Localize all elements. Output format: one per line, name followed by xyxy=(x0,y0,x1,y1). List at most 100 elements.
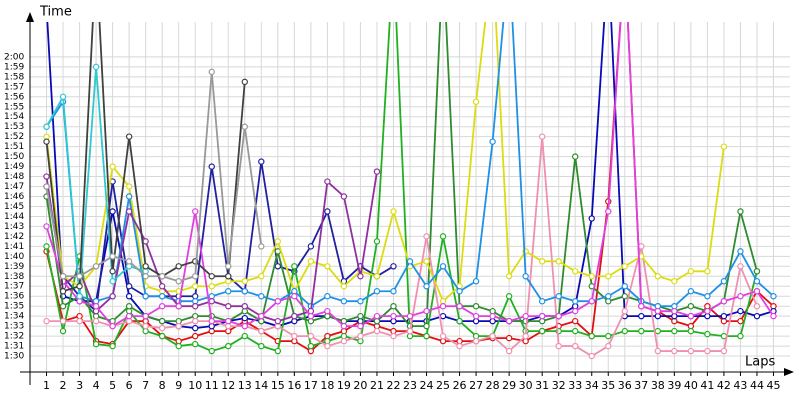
y-tick-label: 1:49 xyxy=(4,162,24,172)
lap-point xyxy=(538,133,546,140)
lap-point xyxy=(572,317,579,325)
lap-point xyxy=(671,278,678,285)
lap-point xyxy=(76,293,83,300)
lap-point xyxy=(76,273,83,280)
x-tick-label: 34 xyxy=(585,379,599,392)
x-tick-label: 23 xyxy=(403,379,417,392)
x-tick-label: 44 xyxy=(750,379,764,392)
lap-point xyxy=(373,273,381,280)
lap-point xyxy=(175,302,182,310)
lap-point xyxy=(241,322,248,330)
lap-point xyxy=(125,293,133,300)
lap-point xyxy=(43,123,50,130)
lap-point xyxy=(456,302,463,310)
lap-point xyxy=(654,347,662,355)
lap-point xyxy=(208,347,215,355)
x-tick-label: 12 xyxy=(221,379,235,392)
lap-point xyxy=(737,208,744,215)
lap-point xyxy=(59,93,67,100)
x-tick-label: 9 xyxy=(175,379,182,392)
lap-point xyxy=(142,312,149,320)
lap-point xyxy=(505,293,513,300)
lap-point xyxy=(357,273,364,280)
lap-point xyxy=(621,283,628,290)
lap-point xyxy=(588,298,595,305)
lap-point xyxy=(175,342,182,350)
lap-point xyxy=(373,288,381,295)
x-tick-label: 37 xyxy=(634,379,648,392)
lap-point xyxy=(307,312,315,320)
x-tick-label: 1 xyxy=(43,379,50,392)
y-tick-label: 1:33 xyxy=(4,322,24,332)
lap-point xyxy=(704,293,711,300)
lap-point xyxy=(572,268,579,275)
lap-point xyxy=(192,340,199,348)
lap-point xyxy=(654,273,662,280)
y-tick-label: 1:41 xyxy=(4,242,24,252)
lap-point xyxy=(390,208,397,215)
lap-point xyxy=(605,342,612,350)
x-tick-label: 40 xyxy=(684,379,698,392)
y-tick-label: 1:46 xyxy=(4,192,24,202)
lap-point xyxy=(142,293,149,300)
lap-point xyxy=(671,327,678,335)
lap-point xyxy=(258,312,265,320)
lap-point xyxy=(109,253,116,260)
lap-point xyxy=(456,342,463,350)
x-tick-label: 5 xyxy=(109,379,116,392)
x-tick-label: 32 xyxy=(552,379,566,392)
lap-point xyxy=(158,302,166,310)
y-tick-label: 1:57 xyxy=(4,82,24,92)
lap-point xyxy=(737,332,744,340)
lap-point xyxy=(340,283,348,290)
y-tick-label: 1:59 xyxy=(4,62,24,72)
x-tick-label: 33 xyxy=(568,379,582,392)
lap-point xyxy=(439,263,447,270)
lap-point xyxy=(489,138,496,145)
y-axis-arrow xyxy=(26,12,34,22)
lap-point xyxy=(737,293,744,300)
lap-point xyxy=(456,288,463,295)
series-line xyxy=(45,71,263,283)
lap-point xyxy=(258,327,265,335)
lap-point xyxy=(357,332,364,340)
lap-point xyxy=(605,208,612,215)
lap-point xyxy=(753,288,761,295)
lap-point xyxy=(687,288,695,295)
y-tick-label: 1:44 xyxy=(4,212,24,222)
lap-point xyxy=(125,302,133,310)
x-tick-label: 45 xyxy=(766,379,780,392)
lap-point xyxy=(76,283,83,290)
lap-point xyxy=(439,233,447,240)
lap-point xyxy=(125,258,133,265)
lap-point xyxy=(158,283,166,290)
x-tick-label: 13 xyxy=(238,379,252,392)
lap-point xyxy=(439,332,447,340)
lap-point xyxy=(241,302,248,310)
lap-point xyxy=(704,330,711,338)
lap-point xyxy=(456,317,463,325)
lap-point xyxy=(373,327,381,335)
lap-point xyxy=(737,307,744,315)
x-tick-label: 43 xyxy=(733,379,747,392)
y-tick-label: 1:56 xyxy=(4,92,24,102)
x-tick-label: 8 xyxy=(159,379,166,392)
lap-point xyxy=(555,342,562,350)
lap-point xyxy=(291,263,298,270)
lap-point xyxy=(704,307,711,315)
lap-point xyxy=(258,243,265,250)
y-tick-label: 1:55 xyxy=(4,102,24,112)
lap-point xyxy=(538,258,546,265)
lap-point xyxy=(390,302,397,310)
lap-point xyxy=(324,342,331,350)
lap-point xyxy=(340,193,348,200)
lap-point xyxy=(43,223,50,230)
lap-point xyxy=(324,307,331,315)
lap-point xyxy=(59,302,67,310)
lap-point xyxy=(605,273,612,280)
y-tick-label: 1:43 xyxy=(4,222,24,232)
lap-point xyxy=(340,337,348,345)
lap-point xyxy=(704,268,711,275)
lap-point xyxy=(538,327,546,335)
lap-point xyxy=(125,208,133,215)
